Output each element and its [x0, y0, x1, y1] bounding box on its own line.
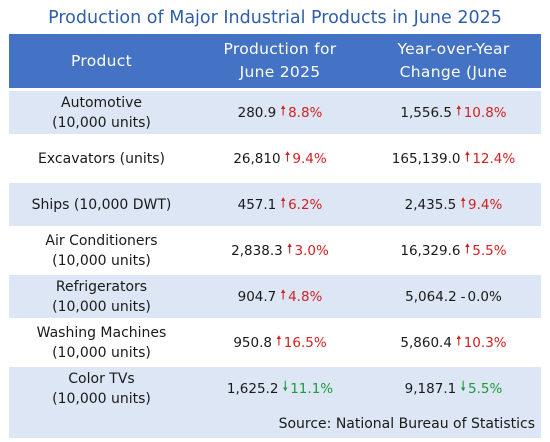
production-change: 4.8%	[288, 288, 323, 305]
production-cell: 950.8 🠕 16.5%	[194, 321, 366, 364]
arrow-down-icon: 🠗	[460, 379, 466, 395]
header-product: Product	[9, 34, 194, 88]
table-header: Product Production for June 2025 Year-ov…	[9, 34, 541, 88]
production-change: 9.4%	[292, 150, 327, 167]
yoy-cell: 16,329.6 🠕 5.5%	[366, 229, 541, 272]
arrow-up-icon: 🠕	[464, 241, 471, 257]
product-name: Refrigerators	[55, 278, 148, 295]
table-row: Automotive (10,000 units) 280.9 🠕 8.8% 1,556.…	[9, 88, 541, 134]
production-value: 2,838.3	[231, 242, 283, 259]
table-row: Air Conditioners (10,000 units) 2,838.3 🠕 3.…	[9, 226, 541, 272]
product-unit: (10,000 units)	[52, 114, 151, 131]
yoy-cell: 165,139.0 🠕 12.4%	[366, 137, 541, 180]
product-unit: (10,000 units)	[52, 298, 151, 315]
yoy-change: 9.4%	[468, 196, 503, 213]
table-row: Excavators (units) 26,810 🠕 9.4% 165,139.0 🠕 1…	[9, 134, 541, 180]
product-name: Washing Machines	[36, 324, 167, 341]
header-product-label: Product	[71, 51, 132, 70]
yoy-change: 5.5%	[468, 380, 503, 397]
production-cell: 26,810 🠕 9.4%	[194, 137, 366, 180]
production-value: 457.1	[237, 196, 277, 213]
arrow-up-icon: 🠕	[284, 149, 291, 165]
yoy-cell: 2,435.5 🠕 9.4%	[366, 183, 541, 226]
yoy-value: 1,556.5	[400, 104, 452, 121]
product-cell: Ships (10,000 DWT)	[9, 183, 194, 226]
yoy-cell: 5,064.2-0.0%	[366, 275, 541, 318]
product-cell: Refrigerators (10,000 units)	[9, 275, 194, 318]
arrow-up-icon: 🠕	[455, 333, 462, 349]
yoy-cell: 5,860.4 🠕 10.3%	[366, 321, 541, 364]
table-row: Color TVs (10,000 units) 1,625.2 🠗 11.1% 9,18…	[9, 364, 541, 410]
product-unit: (10,000 units)	[52, 252, 151, 269]
production-cell: 2,838.3 🠕 3.0%	[194, 229, 366, 272]
product-name: Excavators (units)	[38, 150, 165, 167]
arrow-up-icon: 🠕	[280, 195, 287, 211]
header-production: Production for June 2025	[194, 34, 366, 88]
arrow-up-icon: 🠕	[275, 333, 282, 349]
production-value: 280.9	[237, 104, 277, 121]
product-name: Ships (10,000 DWT)	[31, 196, 172, 213]
product-cell: Color TVs (10,000 units)	[9, 367, 194, 410]
production-change: 8.8%	[288, 104, 323, 121]
production-change: 11.1%	[290, 380, 334, 397]
yoy-cell: 9,187.1 🠗 5.5%	[366, 367, 541, 410]
header-yoy: Year-over-Year Change (June	[366, 34, 541, 88]
yoy-change: 10.3%	[463, 334, 507, 351]
product-unit: (10,000 units)	[52, 390, 151, 407]
production-value: 26,810	[233, 150, 281, 167]
product-unit: (10,000 units)	[52, 344, 151, 361]
product-cell: Automotive (10,000 units)	[9, 91, 194, 134]
yoy-value: 16,329.6	[400, 242, 461, 259]
yoy-change: 12.4%	[472, 150, 516, 167]
production-cell: 1,625.2 🠗 11.1%	[194, 367, 366, 410]
product-cell: Excavators (units)	[9, 137, 194, 180]
arrow-down-icon: 🠗	[282, 379, 289, 395]
header-yoy-line2: Change (June	[399, 63, 508, 81]
yoy-value: 5,860.4	[400, 334, 452, 351]
dash-icon: -	[460, 288, 466, 305]
product-cell: Washing Machines (10,000 units)	[9, 321, 194, 364]
product-cell: Air Conditioners (10,000 units)	[9, 229, 194, 272]
production-cell: 457.1 🠕 6.2%	[194, 183, 366, 226]
yoy-cell: 1,556.5 🠕 10.8%	[366, 91, 541, 134]
production-value: 950.8	[233, 334, 272, 351]
production-change: 16.5%	[283, 334, 327, 351]
header-production-line1: Production for	[223, 40, 337, 58]
header-production-line2: June 2025	[239, 63, 321, 81]
source-note: Source: National Bureau of Statistics	[9, 410, 541, 438]
production-value: 1,625.2	[226, 380, 279, 397]
production-change: 3.0%	[294, 242, 329, 259]
header-yoy-line1: Year-over-Year	[397, 40, 510, 58]
production-change: 6.2%	[288, 196, 323, 213]
arrow-up-icon: 🠕	[286, 241, 293, 257]
table-row: Refrigerators (10,000 units) 904.7 🠕 4.8% 5,0…	[9, 272, 541, 318]
table-row: Washing Machines (10,000 units) 950.8 🠕 16.5…	[9, 318, 541, 364]
table-title: Production of Major Industrial Products …	[48, 8, 502, 28]
production-cell: 280.9 🠕 8.8%	[194, 91, 366, 134]
product-name: Automotive	[61, 94, 142, 111]
arrow-up-icon: 🠕	[455, 103, 462, 119]
arrow-up-icon: 🠕	[464, 149, 471, 165]
yoy-value: 2,435.5	[404, 196, 457, 213]
product-name: Color TVs	[68, 370, 135, 387]
production-value: 904.7	[237, 288, 277, 305]
table-row: Ships (10,000 DWT) 457.1 🠕 6.2% 2,435.5 🠕 9.4%	[9, 180, 541, 226]
arrow-up-icon: 🠕	[460, 195, 466, 211]
yoy-change: 5.5%	[472, 242, 507, 259]
yoy-value: 9,187.1	[404, 380, 457, 397]
production-cell: 904.7 🠕 4.8%	[194, 275, 366, 318]
yoy-change: 10.8%	[463, 104, 507, 121]
arrow-up-icon: 🠕	[280, 287, 287, 303]
product-name: Air Conditioners	[45, 232, 158, 249]
yoy-value: 5,064.2	[405, 288, 457, 305]
yoy-value: 165,139.0	[391, 150, 461, 167]
yoy-change: 0.0%	[467, 288, 502, 305]
arrow-up-icon: 🠕	[280, 103, 287, 119]
